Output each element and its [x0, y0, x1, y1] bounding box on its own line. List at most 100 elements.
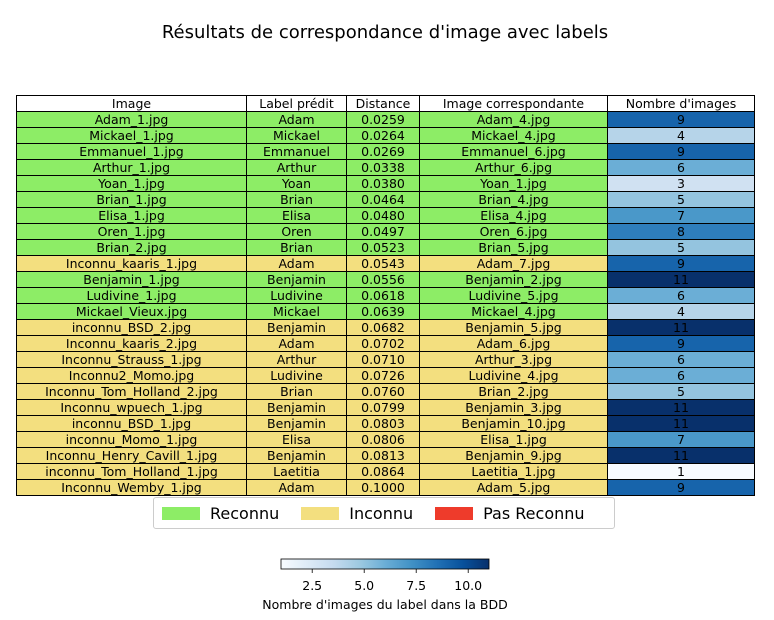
cell-label: Brian — [246, 239, 347, 256]
cell-image: Inconnu_Wemby_1.jpg — [16, 479, 247, 496]
cell-distance: 0.0338 — [346, 159, 420, 176]
cell-label: Ludivine — [246, 287, 347, 304]
cell-label: Oren — [246, 223, 347, 240]
table-row: Inconnu_Strauss_1.jpg Arthur 0.0710 Arthur_… — [16, 351, 755, 368]
cell-label: Benjamin — [246, 271, 347, 288]
cell-label: Adam — [246, 255, 347, 272]
table-row: Emmanuel_1.jpg Emmanuel 0.0269 Emmanuel_6.j… — [16, 143, 755, 160]
legend-item-reconnu: Reconnu — [162, 504, 279, 523]
cell-count: 11 — [607, 271, 755, 288]
cell-count: 7 — [607, 207, 755, 224]
legend-label-reconnu: Reconnu — [210, 503, 280, 523]
cell-count: 6 — [607, 287, 755, 304]
legend-label-pas-reconnu: Pas Reconnu — [483, 503, 585, 523]
legend: Reconnu Inconnu Pas Reconnu — [153, 497, 615, 529]
table-row: Inconnu_Wemby_1.jpg Adam 0.1000 Adam_5.jpg 9 — [16, 479, 755, 496]
cell-image: Inconnu2_Momo.jpg — [16, 367, 247, 384]
cell-distance: 0.1000 — [346, 479, 420, 496]
cell-match: Emmanuel_6.jpg — [419, 143, 608, 160]
cell-distance: 0.0760 — [346, 383, 420, 400]
legend-item-inconnu: Inconnu — [301, 504, 413, 523]
cell-image: Adam_1.jpg — [16, 111, 247, 128]
cell-distance: 0.0799 — [346, 399, 420, 416]
cell-image: Inconnu_wpuech_1.jpg — [16, 399, 247, 416]
cell-distance: 0.0543 — [346, 255, 420, 272]
cell-count: 11 — [607, 415, 755, 432]
cell-match: Elisa_4.jpg — [419, 207, 608, 224]
cell-count: 7 — [607, 431, 755, 448]
table-row: Inconnu2_Momo.jpg Ludivine 0.0726 Ludivine_… — [16, 367, 755, 384]
table-row: Brian_2.jpg Brian 0.0523 Brian_5.jpg 5 — [16, 239, 755, 256]
cell-match: Laetitia_1.jpg — [419, 463, 608, 480]
chart-title: Résultats de correspondance d'image avec… — [161, 22, 609, 43]
cell-image: Inconnu_Henry_Cavill_1.jpg — [16, 447, 247, 464]
cell-distance: 0.0556 — [346, 271, 420, 288]
legend-label-inconnu: Inconnu — [349, 503, 414, 523]
cell-image: inconnu_Momo_1.jpg — [16, 431, 247, 448]
cell-count: 9 — [607, 479, 755, 496]
table-row: Inconnu_Henry_Cavill_1.jpg Benjamin 0.0813… — [16, 447, 755, 464]
cell-label: Adam — [246, 479, 347, 496]
cell-count: 9 — [607, 255, 755, 272]
cell-match: Benjamin_5.jpg — [419, 319, 608, 336]
cell-match: Ludivine_4.jpg — [419, 367, 608, 384]
header-image: Image — [16, 95, 247, 112]
cell-match: Brian_4.jpg — [419, 191, 608, 208]
colorbar-tick-label: 2.5 — [302, 578, 322, 593]
table-row: Yoan_1.jpg Yoan 0.0380 Yoan_1.jpg 3 — [16, 175, 755, 192]
cell-distance: 0.0259 — [346, 111, 420, 128]
table-row: Inconnu_Tom_Holland_2.jpg Brian 0.0760 Bria… — [16, 383, 755, 400]
cell-match: Ludivine_5.jpg — [419, 287, 608, 304]
table-row: Inconnu_wpuech_1.jpg Benjamin 0.0799 Benjam… — [16, 399, 755, 416]
cell-count: 1 — [607, 463, 755, 480]
header-distance: Distance — [346, 95, 420, 112]
header-count: Nombre d'images — [607, 95, 755, 112]
cell-count: 11 — [607, 319, 755, 336]
cell-distance: 0.0480 — [346, 207, 420, 224]
cell-label: Arthur — [246, 159, 347, 176]
results-table: Image Label prédit Distance Image corres… — [16, 95, 755, 496]
cell-label: Elisa — [246, 431, 347, 448]
cell-label: Brian — [246, 191, 347, 208]
cell-count: 3 — [607, 175, 755, 192]
table-body: Adam_1.jpg Adam 0.0259 Adam_4.jpg 9 Mickael_1… — [16, 111, 755, 496]
cell-distance: 0.0380 — [346, 175, 420, 192]
cell-match: Adam_5.jpg — [419, 479, 608, 496]
colorbar-tick-label: 7.5 — [406, 578, 426, 593]
cell-match: Benjamin_9.jpg — [419, 447, 608, 464]
cell-match: Elisa_1.jpg — [419, 431, 608, 448]
cell-count: 9 — [607, 143, 755, 160]
legend-swatch-reconnu — [162, 506, 200, 520]
table-row: Elisa_1.jpg Elisa 0.0480 Elisa_4.jpg 7 — [16, 207, 755, 224]
cell-label: Benjamin — [246, 319, 347, 336]
header-label: Label prédit — [246, 95, 347, 112]
cell-label: Benjamin — [246, 415, 347, 432]
cell-distance: 0.0803 — [346, 415, 420, 432]
cell-label: Adam — [246, 335, 347, 352]
cell-count: 9 — [607, 335, 755, 352]
cell-image: Benjamin_1.jpg — [16, 271, 247, 288]
cell-image: Inconnu_kaaris_1.jpg — [16, 255, 247, 272]
results-table-container: Image Label prédit Distance Image corres… — [16, 95, 755, 496]
cell-match: Adam_6.jpg — [419, 335, 608, 352]
legend-item-pas-reconnu: Pas Reconnu — [435, 503, 585, 523]
legend-swatch-inconnu — [301, 506, 340, 520]
cell-match: Adam_7.jpg — [419, 255, 608, 272]
cell-image: Inconnu_Tom_Holland_2.jpg — [16, 383, 247, 400]
cell-label: Benjamin — [246, 447, 347, 464]
table-row: Adam_1.jpg Adam 0.0259 Adam_4.jpg 9 — [16, 111, 755, 128]
table-row: Mickael_1.jpg Mickael 0.0264 Mickael_4.jpg 4 — [16, 127, 755, 144]
cell-distance: 0.0864 — [346, 463, 420, 480]
cell-image: Inconnu_kaaris_2.jpg — [16, 335, 247, 352]
colorbar-gradient — [280, 558, 490, 570]
cell-match: Yoan_1.jpg — [419, 175, 608, 192]
cell-match: Benjamin_2.jpg — [419, 271, 608, 288]
cell-label: Elisa — [246, 207, 347, 224]
cell-count: 11 — [607, 447, 755, 464]
colorbar-label: Nombre d'images du label dans la BDD — [262, 597, 508, 612]
table-row: inconnu_Tom_Holland_1.jpg Laetitia 0.0864 L… — [16, 463, 755, 480]
colorbar-tick-label: 5.0 — [354, 578, 374, 593]
cell-image: inconnu_Tom_Holland_1.jpg — [16, 463, 247, 480]
colorbar-tick-label: 10.0 — [454, 578, 482, 593]
table-row: Inconnu_kaaris_1.jpg Adam 0.0543 Adam_7.jpg… — [16, 255, 755, 272]
